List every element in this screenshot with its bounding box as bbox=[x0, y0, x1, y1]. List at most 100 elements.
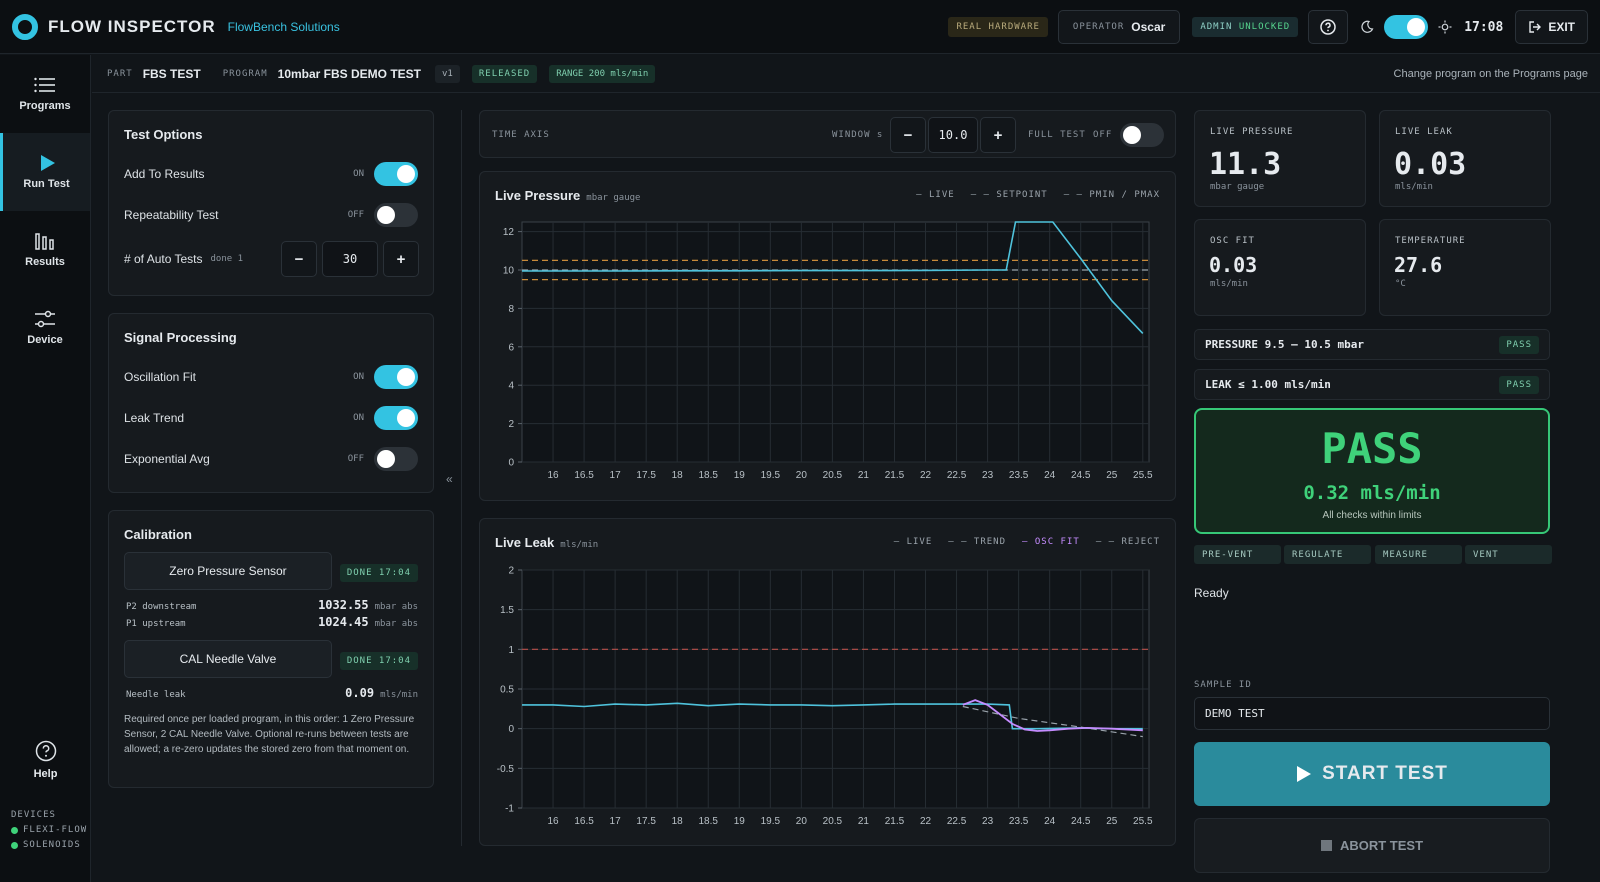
window-decrement-button[interactable]: − bbox=[890, 117, 926, 153]
pressure-chart-panel: Live Pressure mbar gauge — LIVE – – SETPOI… bbox=[479, 171, 1176, 501]
needle-unit: mls/min bbox=[380, 690, 418, 700]
y-tick-label: 6 bbox=[508, 342, 514, 353]
check-label: PRESSURE 9.5 – 10.5 mbar bbox=[1205, 338, 1364, 351]
x-tick-label: 24.5 bbox=[1071, 816, 1091, 827]
sidebar-item-run-test[interactable]: Run Test bbox=[0, 133, 90, 211]
sidebar-item-programs[interactable]: Programs bbox=[0, 55, 90, 133]
needle-row: Needle leak 0.09 mls/min bbox=[126, 686, 418, 700]
metric-value: 27.6 bbox=[1394, 253, 1443, 277]
y-tick-label: -0.5 bbox=[497, 764, 515, 775]
y-tick-label: 10 bbox=[503, 266, 515, 277]
abort-test-button[interactable]: ABORT TEST bbox=[1194, 818, 1550, 873]
app-title: FLOW INSPECTOR bbox=[48, 16, 216, 36]
window-increment-button[interactable]: + bbox=[980, 117, 1016, 153]
operator-box[interactable]: OPERATOR Oscar bbox=[1057, 10, 1181, 44]
device-name: SOLENOIDS bbox=[23, 840, 81, 850]
option-label: Leak Trend bbox=[124, 411, 185, 425]
option-label: Repeatability Test bbox=[124, 208, 219, 222]
osc-fit-row: Oscillation Fit ON bbox=[124, 364, 418, 390]
question-icon bbox=[1320, 19, 1336, 35]
needle-label: Needle leak bbox=[126, 690, 186, 700]
phase-vent: VENT bbox=[1465, 545, 1552, 564]
zero-pressure-button[interactable]: Zero Pressure Sensor bbox=[124, 552, 332, 590]
osc-fit-toggle[interactable] bbox=[374, 365, 418, 389]
y-tick-label: 1.5 bbox=[500, 605, 514, 616]
moon-icon bbox=[1361, 20, 1374, 33]
y-tick-label: 12 bbox=[503, 227, 515, 238]
x-tick-label: 23 bbox=[982, 470, 994, 481]
repeatability-toggle[interactable] bbox=[374, 203, 418, 227]
admin-state: UNLOCKED bbox=[1238, 22, 1291, 32]
full-test-toggle[interactable] bbox=[1120, 123, 1164, 147]
program-bar: PART FBS TEST PROGRAM 10mbar FBS DEMO TE… bbox=[92, 55, 1600, 93]
chart-legend: — LIVE – – SETPOINT – – PMIN / PMAX bbox=[900, 190, 1160, 200]
device-name: FLEXI-FLOW bbox=[23, 825, 88, 835]
auto-tests-stepper: − 30 + bbox=[281, 241, 419, 277]
program-hint: Change program on the Programs page bbox=[1393, 67, 1588, 80]
splitter[interactable] bbox=[461, 110, 462, 846]
signal-processing-panel: Signal Processing Oscillation Fit ON Lea… bbox=[108, 313, 434, 493]
needle-done-badge: DONE 17:04 bbox=[339, 652, 418, 670]
y-tick-label: 8 bbox=[508, 304, 514, 315]
panel-title: Test Options bbox=[124, 127, 203, 142]
program-label: PROGRAM bbox=[222, 68, 268, 79]
option-state: ON bbox=[353, 169, 364, 179]
x-tick-label: 19.5 bbox=[761, 816, 781, 827]
exit-button[interactable]: EXIT bbox=[1515, 10, 1588, 44]
verdict-message: All checks within limits bbox=[1322, 510, 1422, 521]
range-badge: RANGE 200 mls/min bbox=[549, 64, 656, 83]
increment-button[interactable]: + bbox=[383, 241, 419, 277]
x-tick-label: 18.5 bbox=[699, 816, 719, 827]
app-logo: FLOW INSPECTOR FlowBench Solutions bbox=[12, 13, 340, 40]
theme-toggle[interactable] bbox=[1384, 15, 1429, 39]
live-leak-card: LIVE LEAK 0.03 mls/min bbox=[1379, 110, 1551, 207]
x-tick-label: 24.5 bbox=[1071, 470, 1091, 481]
play-icon bbox=[40, 155, 55, 171]
collapse-panel-button[interactable]: « bbox=[446, 472, 453, 486]
p1-row: P1 upstream 1024.45 mbar abs bbox=[126, 615, 418, 629]
chart-title: Live Leak mls/min bbox=[495, 535, 598, 550]
x-tick-label: 21.5 bbox=[885, 470, 905, 481]
x-tick-label: 21.5 bbox=[885, 816, 905, 827]
chart-title-text: Live Leak bbox=[495, 535, 555, 550]
operator-label: OPERATOR bbox=[1072, 22, 1125, 32]
cal-needle-button[interactable]: CAL Needle Valve bbox=[124, 640, 332, 678]
start-test-button[interactable]: START TEST bbox=[1194, 742, 1550, 806]
needle-value: 0.09 bbox=[345, 686, 375, 700]
decrement-button[interactable]: − bbox=[281, 241, 317, 277]
x-tick-label: 16 bbox=[547, 816, 559, 827]
x-tick-label: 25.5 bbox=[1133, 816, 1153, 827]
x-tick-label: 19.5 bbox=[761, 470, 781, 481]
option-label: Add To Results bbox=[124, 167, 205, 181]
leak-trend-toggle[interactable] bbox=[374, 406, 418, 430]
sidebar-help[interactable]: Help bbox=[0, 740, 91, 780]
x-tick-label: 16.5 bbox=[574, 470, 594, 481]
auto-tests-input[interactable]: 30 bbox=[322, 241, 378, 277]
metric-unit: °C bbox=[1395, 279, 1406, 289]
x-tick-label: 25 bbox=[1106, 470, 1118, 481]
sample-id-label: SAMPLE ID bbox=[1194, 680, 1252, 690]
sidebar-item-results[interactable]: Results bbox=[0, 211, 90, 289]
time-axis-bar: TIME AXIS WINDOW s − 10.0 + FULL TEST OF… bbox=[479, 110, 1176, 158]
exp-avg-toggle[interactable] bbox=[374, 447, 418, 471]
p2-row: P2 downstream 1032.55 mbar abs bbox=[126, 598, 418, 612]
window-input[interactable]: 10.0 bbox=[928, 117, 978, 153]
logo-icon bbox=[12, 13, 38, 40]
option-state: OFF bbox=[347, 454, 364, 464]
time-axis-label: TIME AXIS bbox=[492, 130, 550, 140]
legend-osc-fit: — OSC FIT bbox=[1022, 537, 1080, 547]
top-bar: FLOW INSPECTOR FlowBench Solutions REAL … bbox=[0, 0, 1600, 54]
p1-label: P1 upstream bbox=[126, 619, 186, 629]
add-to-results-toggle[interactable] bbox=[374, 162, 418, 186]
x-tick-label: 19 bbox=[734, 816, 746, 827]
sample-id-input[interactable]: DEMO TEST bbox=[1194, 697, 1550, 730]
x-tick-label: 24 bbox=[1044, 816, 1056, 827]
admin-badge: ADMIN UNLOCKED bbox=[1192, 17, 1299, 37]
x-tick-label: 20 bbox=[796, 816, 808, 827]
sidebar-item-device[interactable]: Device bbox=[0, 289, 90, 367]
full-test-state: OFF bbox=[1093, 130, 1113, 140]
p2-label: P2 downstream bbox=[126, 602, 197, 612]
x-tick-label: 21 bbox=[858, 816, 870, 827]
x-tick-label: 22 bbox=[920, 470, 932, 481]
help-button[interactable] bbox=[1308, 10, 1349, 44]
